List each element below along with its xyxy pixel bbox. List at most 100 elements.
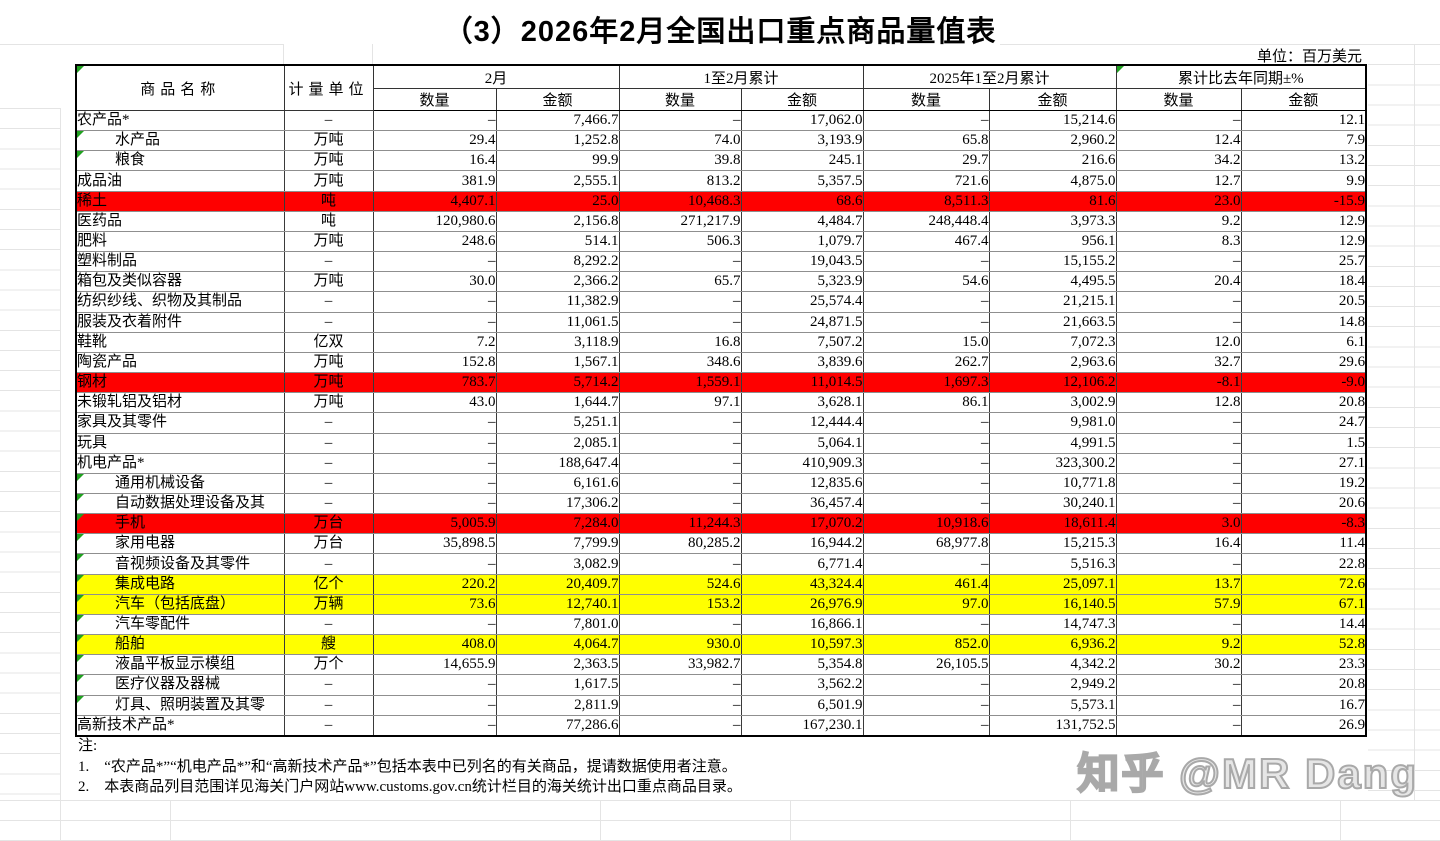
value-cell[interactable]: 12.9 xyxy=(1240,210,1367,232)
value-cell[interactable]: 245.1 xyxy=(740,150,864,172)
measure-unit-cell[interactable]: 万吨 xyxy=(283,230,374,253)
value-cell[interactable]: 39.8 xyxy=(618,150,742,172)
value-cell[interactable]: 16,944.2 xyxy=(740,533,864,555)
value-cell[interactable]: – xyxy=(618,613,742,636)
value-cell[interactable]: – xyxy=(862,311,990,333)
value-cell[interactable]: – xyxy=(1115,432,1242,454)
value-cell[interactable]: 33,982.7 xyxy=(618,654,742,676)
value-cell[interactable]: 11,244.3 xyxy=(618,513,742,535)
value-cell[interactable]: -9.0 xyxy=(1240,372,1367,394)
measure-unit-cell[interactable]: – xyxy=(283,412,374,434)
measure-unit-cell[interactable]: – xyxy=(283,553,374,575)
value-cell[interactable]: 86.1 xyxy=(862,392,990,414)
value-cell[interactable]: – xyxy=(1115,291,1242,313)
value-cell[interactable]: 35,898.5 xyxy=(372,533,497,555)
value-cell[interactable]: – xyxy=(1115,553,1242,575)
value-cell[interactable]: 74.0 xyxy=(618,130,742,152)
value-cell[interactable]: 19.2 xyxy=(1240,472,1367,494)
value-cell[interactable]: 12.0 xyxy=(1115,331,1242,353)
value-cell[interactable]: 153.2 xyxy=(618,593,742,615)
value-cell[interactable]: 5,354.8 xyxy=(740,654,864,676)
value-cell[interactable]: 17,306.2 xyxy=(495,492,620,515)
commodity-name-cell[interactable]: 船舶 xyxy=(75,634,285,656)
value-cell[interactable]: 7.9 xyxy=(1240,130,1367,152)
value-cell[interactable]: 7,801.0 xyxy=(495,613,620,636)
value-cell[interactable]: – xyxy=(1115,613,1242,636)
header-amount[interactable]: 金额 xyxy=(740,88,864,111)
measure-unit-cell[interactable]: – xyxy=(283,109,374,132)
value-cell[interactable]: 7,284.0 xyxy=(495,513,620,535)
value-cell[interactable]: 7.2 xyxy=(372,331,497,353)
commodity-name-cell[interactable]: 家具及其零件 xyxy=(75,412,285,434)
commodity-name-cell[interactable]: 医药品 xyxy=(75,210,285,232)
value-cell[interactable]: 3,002.9 xyxy=(988,392,1117,414)
value-cell[interactable]: – xyxy=(618,452,742,474)
commodity-name-cell[interactable]: 机电产品* xyxy=(75,452,285,474)
value-cell[interactable]: 4,484.7 xyxy=(740,210,864,232)
value-cell[interactable]: 12.7 xyxy=(1115,170,1242,192)
value-cell[interactable]: 5,064.1 xyxy=(740,432,864,454)
value-cell[interactable]: 68.6 xyxy=(740,190,864,212)
value-cell[interactable]: 506.3 xyxy=(618,230,742,253)
value-cell[interactable]: 248.6 xyxy=(372,230,497,253)
value-cell[interactable]: 14.4 xyxy=(1240,613,1367,636)
value-cell[interactable]: 22.8 xyxy=(1240,553,1367,575)
value-cell[interactable]: 2,555.1 xyxy=(495,170,620,192)
header-amount[interactable]: 金额 xyxy=(495,88,620,111)
value-cell[interactable]: 1,252.8 xyxy=(495,130,620,152)
header-measure-unit[interactable]: 计量单位 xyxy=(283,64,374,111)
value-cell[interactable]: 26.9 xyxy=(1240,714,1367,737)
value-cell[interactable]: 2,960.2 xyxy=(988,130,1117,152)
commodity-name-cell[interactable]: 灯具、照明装置及其零 xyxy=(75,694,285,716)
value-cell[interactable]: 32.7 xyxy=(1115,351,1242,374)
value-cell[interactable]: – xyxy=(862,492,990,515)
commodity-name-cell[interactable]: 玩具 xyxy=(75,432,285,454)
value-cell[interactable]: 381.9 xyxy=(372,170,497,192)
value-cell[interactable]: – xyxy=(1115,412,1242,434)
value-cell[interactable]: 43,324.4 xyxy=(740,573,864,595)
value-cell[interactable]: – xyxy=(618,412,742,434)
value-cell[interactable]: 3,193.9 xyxy=(740,130,864,152)
commodity-name-cell[interactable]: 音视频设备及其零件 xyxy=(75,553,285,575)
value-cell[interactable]: 262.7 xyxy=(862,351,990,374)
value-cell[interactable]: 3,118.9 xyxy=(495,331,620,353)
value-cell[interactable]: 6,771.4 xyxy=(740,553,864,575)
value-cell[interactable]: 20.8 xyxy=(1240,674,1367,696)
value-cell[interactable]: – xyxy=(372,251,497,273)
value-cell[interactable]: 5,573.1 xyxy=(988,694,1117,716)
value-cell[interactable]: 524.6 xyxy=(618,573,742,595)
commodity-name-cell[interactable]: 鞋靴 xyxy=(75,331,285,353)
value-cell[interactable]: – xyxy=(618,694,742,716)
commodity-name-cell[interactable]: 通用机械设备 xyxy=(75,472,285,494)
value-cell[interactable]: 7,466.7 xyxy=(495,109,620,132)
value-cell[interactable]: 14.8 xyxy=(1240,311,1367,333)
value-cell[interactable]: 72.6 xyxy=(1240,573,1367,595)
measure-unit-cell[interactable]: – xyxy=(283,291,374,313)
value-cell[interactable]: 5,251.1 xyxy=(495,412,620,434)
value-cell[interactable]: 514.1 xyxy=(495,230,620,253)
value-cell[interactable]: – xyxy=(862,472,990,494)
value-cell[interactable]: 1,567.1 xyxy=(495,351,620,374)
value-cell[interactable]: 4,991.5 xyxy=(988,432,1117,454)
value-cell[interactable]: 2,363.5 xyxy=(495,654,620,676)
commodity-name-cell[interactable]: 未锻轧铝及铝材 xyxy=(75,392,285,414)
value-cell[interactable]: 188,647.4 xyxy=(495,452,620,474)
value-cell[interactable]: 25,574.4 xyxy=(740,291,864,313)
value-cell[interactable]: 97.0 xyxy=(862,593,990,615)
value-cell[interactable]: 20.8 xyxy=(1240,392,1367,414)
value-cell[interactable]: 15,155.2 xyxy=(988,251,1117,273)
value-cell[interactable]: 6,936.2 xyxy=(988,634,1117,656)
value-cell[interactable]: – xyxy=(372,694,497,716)
value-cell[interactable]: 26,105.5 xyxy=(862,654,990,676)
value-cell[interactable]: 323,300.2 xyxy=(988,452,1117,474)
value-cell[interactable]: 2,085.1 xyxy=(495,432,620,454)
measure-unit-cell[interactable]: – xyxy=(283,251,374,273)
value-cell[interactable]: 19,043.5 xyxy=(740,251,864,273)
value-cell[interactable]: 7,072.3 xyxy=(988,331,1117,353)
value-cell[interactable]: 30,240.1 xyxy=(988,492,1117,515)
value-cell[interactable]: – xyxy=(862,452,990,474)
value-cell[interactable]: – xyxy=(618,291,742,313)
value-cell[interactable]: 467.4 xyxy=(862,230,990,253)
value-cell[interactable]: 3,082.9 xyxy=(495,553,620,575)
value-cell[interactable]: 1,644.7 xyxy=(495,392,620,414)
